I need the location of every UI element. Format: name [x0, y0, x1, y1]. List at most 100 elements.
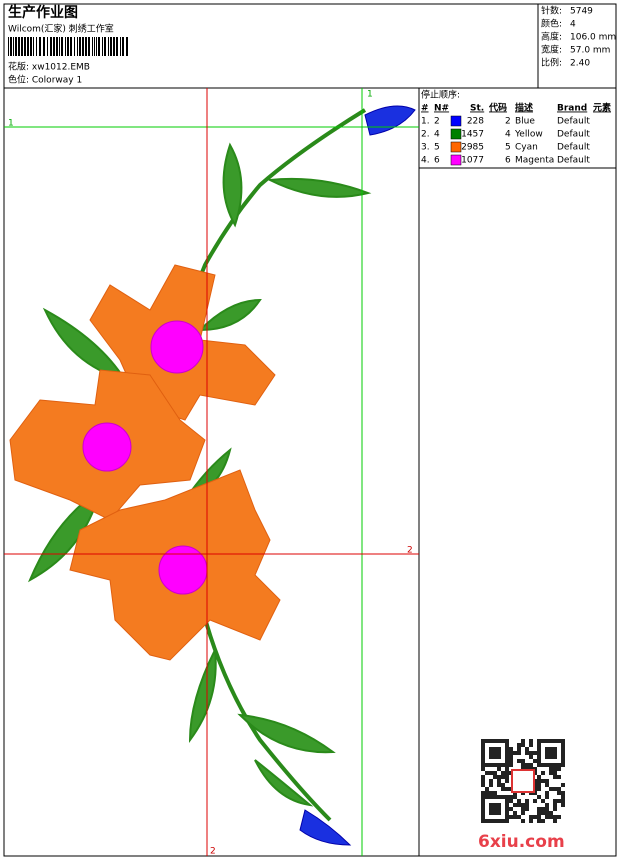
qr-module — [481, 819, 485, 823]
bar — [120, 37, 121, 56]
guide-label: 1 — [8, 119, 14, 129]
qr-module — [537, 755, 541, 759]
qr-module — [489, 763, 493, 767]
stat-label: 宽度: — [541, 44, 562, 56]
qr-module — [521, 759, 525, 763]
qr-module — [489, 779, 493, 783]
qr-module — [541, 763, 545, 767]
qr-module — [497, 779, 501, 783]
qr-module — [521, 739, 525, 743]
watermark: 6xiu.com — [478, 832, 565, 852]
qr-module — [537, 759, 541, 763]
qr-module — [545, 795, 549, 799]
qr-module — [541, 739, 545, 743]
qr-module — [541, 811, 545, 815]
qr-module — [537, 743, 541, 747]
bar — [33, 37, 34, 56]
qr-module — [505, 787, 509, 791]
bar — [47, 37, 48, 56]
qr-module — [509, 799, 513, 803]
qr-module — [489, 811, 493, 815]
bar — [10, 37, 12, 56]
qr-module — [561, 791, 565, 795]
qr-module — [481, 807, 485, 811]
bar — [88, 37, 90, 56]
bar — [18, 37, 20, 56]
guide-label: 2 — [407, 546, 413, 556]
qr-module — [561, 783, 565, 787]
qr-module — [509, 755, 513, 759]
qr-module — [537, 747, 541, 751]
bar — [67, 37, 69, 56]
qr-module — [521, 811, 525, 815]
qr-module — [561, 763, 565, 767]
column-header: Brand — [557, 104, 587, 114]
qr-module — [485, 791, 489, 795]
qr-module — [501, 739, 505, 743]
qr-module — [509, 747, 513, 751]
qr-module — [521, 763, 525, 767]
guide-label: 1 — [367, 90, 373, 100]
bar — [126, 37, 128, 56]
qr-module — [533, 759, 537, 763]
qr-module — [505, 807, 509, 811]
bar — [77, 37, 78, 56]
column-header: St. — [470, 104, 484, 114]
bar — [65, 37, 66, 56]
qr-module — [553, 747, 557, 751]
qr-module — [513, 751, 517, 755]
qr-module — [561, 799, 565, 803]
qr-module — [497, 783, 501, 787]
design: 花版: xw1012.EMB — [8, 61, 90, 73]
color-swatch — [450, 154, 462, 166]
qr-module — [521, 807, 525, 811]
qr-module — [529, 815, 533, 819]
qr-module — [529, 743, 533, 747]
guide-label: 2 — [210, 847, 216, 857]
qr-module — [501, 783, 505, 787]
design-area: 1 1 2 2 — [4, 88, 419, 857]
centers — [82, 320, 208, 595]
bar — [92, 37, 93, 56]
qr-module — [489, 791, 493, 795]
qr-module — [537, 795, 541, 799]
code: 2 — [505, 117, 511, 127]
qr-module — [493, 771, 497, 775]
qr-module — [541, 771, 545, 775]
qr-module — [513, 803, 517, 807]
qr-module — [505, 803, 509, 807]
bar — [113, 37, 115, 56]
qr-module — [509, 763, 513, 767]
qr-module — [549, 815, 553, 819]
qr-module — [545, 779, 549, 783]
qr-module — [481, 751, 485, 755]
bar — [96, 37, 97, 56]
qr-module — [525, 747, 529, 751]
qr-module — [489, 819, 493, 823]
qr-module — [505, 759, 509, 763]
qr-module — [489, 803, 493, 807]
qr-module — [517, 747, 521, 751]
qr-module — [553, 803, 557, 807]
qr-module — [489, 739, 493, 743]
qr-module — [493, 811, 497, 815]
qr-module — [537, 775, 541, 779]
column-header: # — [421, 104, 429, 114]
qr-module — [553, 819, 557, 823]
qr-module — [493, 803, 497, 807]
qr-module — [517, 799, 521, 803]
guide-lines — [4, 88, 419, 856]
qr-module — [489, 755, 493, 759]
bar — [24, 37, 26, 56]
qr-module — [505, 747, 509, 751]
qr-module — [517, 815, 521, 819]
qr-module — [505, 739, 509, 743]
qr-module — [497, 803, 501, 807]
bar — [59, 37, 60, 56]
qr-module — [481, 779, 485, 783]
qr-module — [553, 771, 557, 775]
qr-module — [561, 739, 565, 743]
row-index: 4. — [421, 156, 430, 166]
qr-logo — [511, 769, 535, 793]
qr-module — [557, 739, 561, 743]
